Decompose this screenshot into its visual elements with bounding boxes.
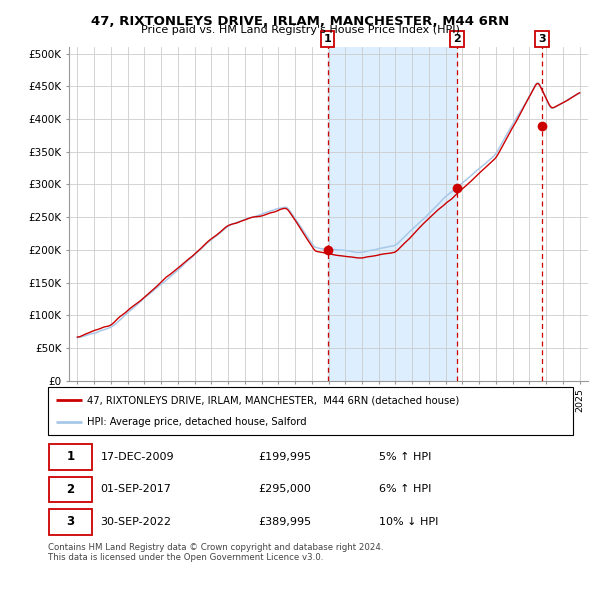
FancyBboxPatch shape xyxy=(48,387,573,435)
Text: 2: 2 xyxy=(67,483,74,496)
Text: HPI: Average price, detached house, Salford: HPI: Average price, detached house, Salf… xyxy=(88,417,307,427)
Text: 1: 1 xyxy=(67,450,74,464)
Text: 10% ↓ HPI: 10% ↓ HPI xyxy=(379,517,438,527)
Text: 3: 3 xyxy=(538,34,546,44)
Text: £295,000: £295,000 xyxy=(258,484,311,494)
Text: 30-SEP-2022: 30-SEP-2022 xyxy=(101,517,172,527)
FancyBboxPatch shape xyxy=(49,444,92,470)
Text: 47, RIXTONLEYS DRIVE, IRLAM, MANCHESTER,  M44 6RN (detached house): 47, RIXTONLEYS DRIVE, IRLAM, MANCHESTER,… xyxy=(88,395,460,405)
Text: 47, RIXTONLEYS DRIVE, IRLAM, MANCHESTER, M44 6RN: 47, RIXTONLEYS DRIVE, IRLAM, MANCHESTER,… xyxy=(91,15,509,28)
FancyBboxPatch shape xyxy=(49,509,92,535)
Text: 3: 3 xyxy=(67,515,74,529)
Text: £199,995: £199,995 xyxy=(258,452,311,462)
FancyBboxPatch shape xyxy=(49,477,92,502)
Text: £389,995: £389,995 xyxy=(258,517,311,527)
Text: 1: 1 xyxy=(324,34,332,44)
Text: Price paid vs. HM Land Registry's House Price Index (HPI): Price paid vs. HM Land Registry's House … xyxy=(140,25,460,35)
Text: Contains HM Land Registry data © Crown copyright and database right 2024.
This d: Contains HM Land Registry data © Crown c… xyxy=(48,543,383,562)
Bar xyxy=(328,47,457,381)
Text: 6% ↑ HPI: 6% ↑ HPI xyxy=(379,484,431,494)
Text: 01-SEP-2017: 01-SEP-2017 xyxy=(101,484,172,494)
Text: 2: 2 xyxy=(453,34,461,44)
Text: 17-DEC-2009: 17-DEC-2009 xyxy=(101,452,174,462)
Text: 5% ↑ HPI: 5% ↑ HPI xyxy=(379,452,431,462)
